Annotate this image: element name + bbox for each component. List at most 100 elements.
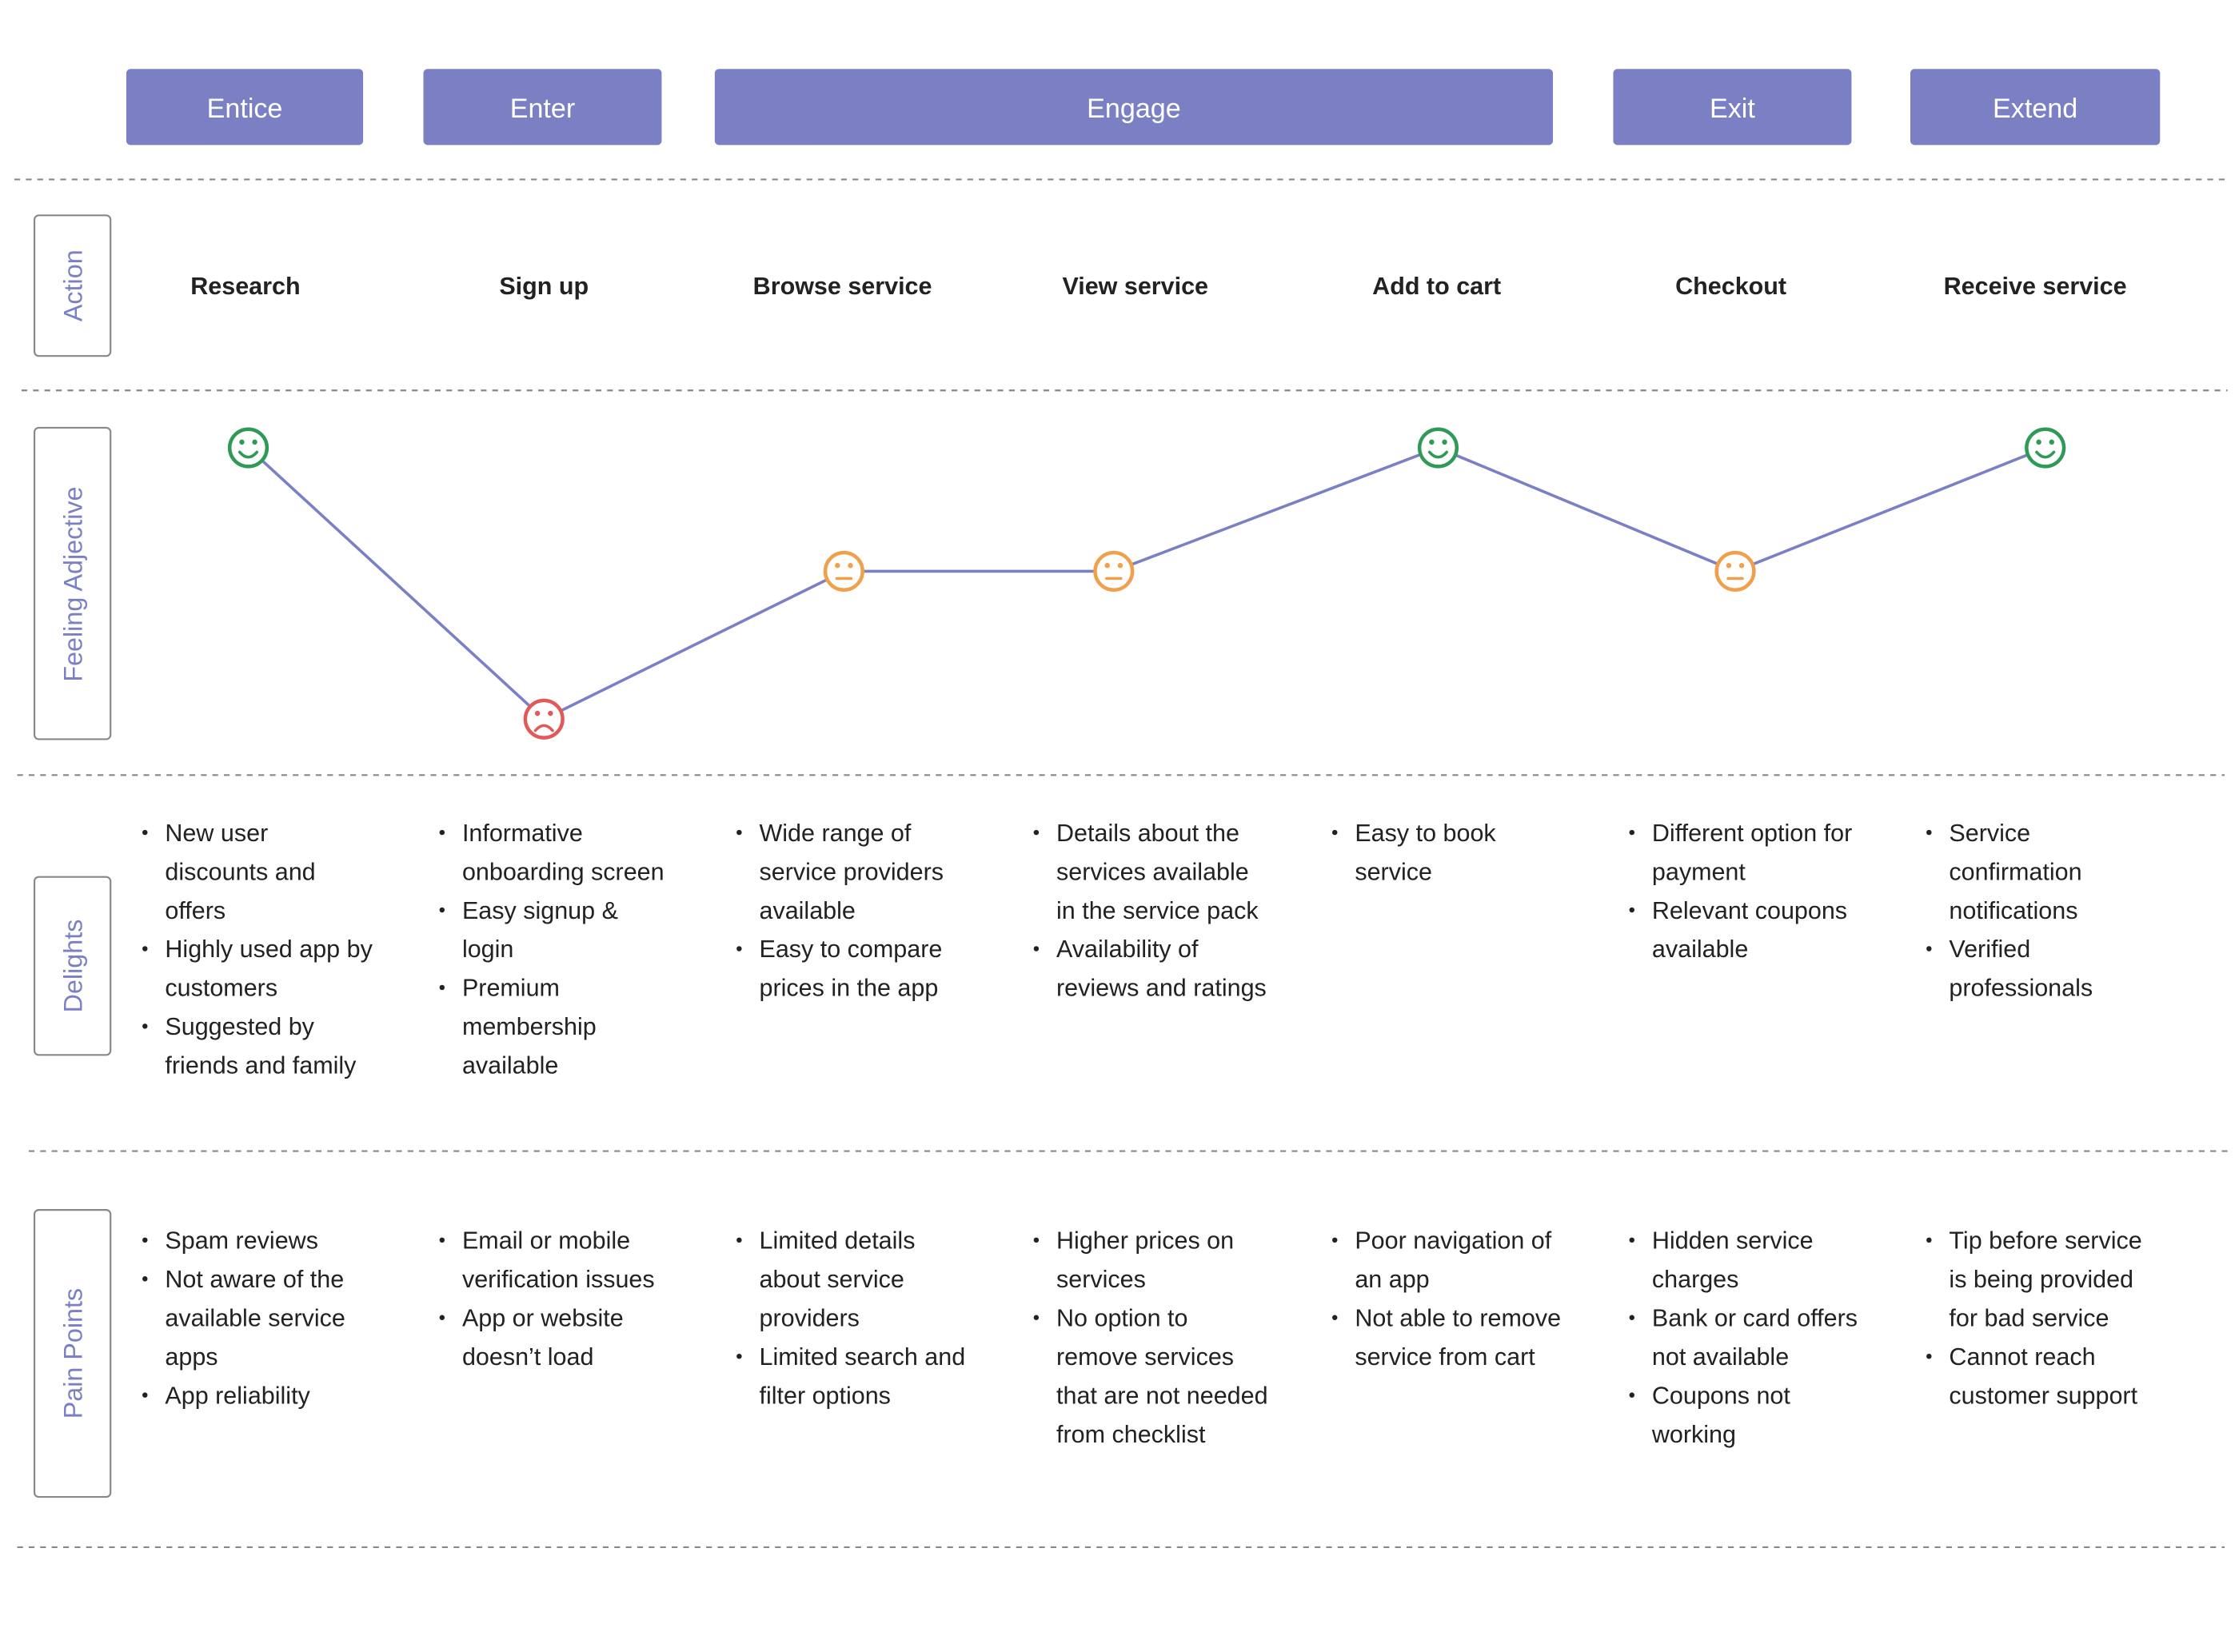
- bullet: [736, 946, 742, 952]
- action-label: Checkout: [1675, 273, 1786, 300]
- delight-item: New user discounts and offers: [165, 820, 315, 924]
- text-line: Informative: [462, 820, 583, 847]
- emoji-face: [1714, 550, 1756, 592]
- phase-box: [423, 69, 662, 146]
- bullet: [142, 1024, 148, 1029]
- text-line: Bank or card offers: [1652, 1305, 1858, 1332]
- emoji-eye: [239, 439, 245, 445]
- emoji-mouth: [2035, 450, 2056, 459]
- pain-point-item: App reliability: [165, 1382, 310, 1409]
- text-line: Coupons not: [1652, 1382, 1790, 1409]
- text-line: that are not needed: [1056, 1382, 1268, 1409]
- text-line: Easy signup &: [462, 897, 618, 924]
- action-label: Receive service: [1944, 273, 2127, 300]
- text-line: confirmation: [1949, 858, 2081, 885]
- delight-item: Details about the services available in th…: [1056, 820, 1259, 924]
- bullet: [1926, 1353, 1932, 1359]
- text-line: is being provided: [1949, 1266, 2133, 1293]
- feeling-emoji: [523, 698, 565, 740]
- pain-point-item: Tip before service is being provided for b…: [1949, 1227, 2141, 1332]
- text-line: about service: [759, 1266, 904, 1293]
- phase-label: Entice: [207, 94, 283, 124]
- delight-item: Premium membership available: [462, 975, 597, 1079]
- text-line: verification issues: [462, 1266, 655, 1293]
- bullet: [1926, 946, 1932, 952]
- delight-item: Suggested by friends and family: [165, 1013, 357, 1079]
- emoji-mouth: [1427, 450, 1449, 459]
- emoji-face: [1093, 550, 1135, 592]
- phase-box: [1613, 69, 1852, 146]
- bullet: [439, 1237, 445, 1243]
- emoji-face: [227, 427, 269, 469]
- row-label-box: [34, 876, 112, 1056]
- pain-point-item: Cannot reach customer support: [1949, 1343, 2137, 1409]
- text-line: No option to: [1056, 1305, 1187, 1332]
- delight-item: Informative onboarding screen: [462, 820, 665, 885]
- text-line: services available: [1056, 858, 1249, 885]
- phase-label: Enter: [510, 94, 575, 124]
- text-line: Details about the: [1056, 820, 1239, 847]
- emoji-eye: [1117, 563, 1123, 569]
- bullet: [1926, 1237, 1932, 1243]
- text-line: available: [462, 1052, 558, 1079]
- row-label-box: [34, 426, 112, 740]
- pain-point-item: Limited details about service providers: [759, 1227, 915, 1332]
- feeling-emoji: [1093, 550, 1135, 592]
- text-line: Limited details: [759, 1227, 915, 1255]
- action-label: Sign up: [499, 273, 589, 300]
- row-label-box: [34, 1209, 112, 1498]
- delight-item: Easy to book service: [1355, 820, 1496, 885]
- pain-point-item: Coupons not working: [1651, 1382, 1790, 1447]
- emoji-mouth: [533, 724, 554, 732]
- bullet: [1629, 1237, 1634, 1243]
- emoji-eye: [1726, 563, 1732, 569]
- pain-point-item: Bank or card offers not available: [1652, 1305, 1858, 1371]
- feeling-emoji: [823, 550, 864, 592]
- row-label: Feeling Adjective: [58, 486, 87, 681]
- action-label: Browse service: [753, 273, 932, 300]
- bullet: [1629, 907, 1634, 913]
- bullet: [439, 984, 445, 991]
- delight-item: Availability of reviews and ratings: [1056, 936, 1267, 1001]
- delight-item: Easy signup & login: [462, 897, 618, 963]
- bullet: [142, 1237, 148, 1243]
- text-line: App reliability: [165, 1382, 310, 1409]
- pain-point-item: Email or mobile verification issues: [462, 1227, 655, 1293]
- delight-item: Different option for payment: [1652, 820, 1852, 885]
- row-label-box: [34, 214, 112, 357]
- phase-box: [1910, 69, 2161, 146]
- bullet: [439, 829, 445, 836]
- text-line: doesn’t load: [462, 1343, 594, 1371]
- text-line: Tip before service: [1949, 1227, 2141, 1255]
- text-line: Not aware of the: [165, 1266, 344, 1293]
- text-line: Verified: [1949, 936, 2030, 963]
- bullet: [1629, 829, 1634, 836]
- emoji-eye: [835, 563, 840, 569]
- text-line: customers: [165, 975, 277, 1002]
- text-line: not available: [1652, 1343, 1789, 1371]
- text-line: charges: [1652, 1266, 1739, 1293]
- text-line: login: [462, 936, 513, 963]
- text-line: Highly used app by: [165, 936, 373, 963]
- delight-item: Wide range of service providers available: [759, 820, 944, 924]
- delight-item: Relevant coupons available: [1652, 897, 1847, 963]
- bullet: [1033, 946, 1040, 952]
- text-line: App or website: [462, 1305, 624, 1332]
- pain-point-item: Spam reviews: [165, 1227, 318, 1255]
- text-line: Availability of: [1056, 936, 1199, 963]
- pain-point-item: Limited search and filter options: [759, 1343, 965, 1409]
- text-line: offers: [165, 897, 225, 924]
- bullet: [736, 1237, 742, 1243]
- text-line: Easy to compare: [759, 936, 942, 963]
- emoji-eye: [534, 710, 541, 716]
- text-line: Not able to remove: [1355, 1305, 1561, 1332]
- text-line: Easy to book: [1355, 820, 1496, 847]
- bullet: [1033, 829, 1040, 836]
- text-line: Limited search and: [759, 1343, 965, 1371]
- feeling-emoji: [227, 427, 269, 469]
- bullet: [1629, 1315, 1634, 1320]
- text-line: Email or mobile: [462, 1227, 630, 1255]
- text-line: Hidden service: [1652, 1227, 1814, 1255]
- text-line: Poor navigation of: [1355, 1227, 1551, 1255]
- text-line: providers: [759, 1305, 859, 1332]
